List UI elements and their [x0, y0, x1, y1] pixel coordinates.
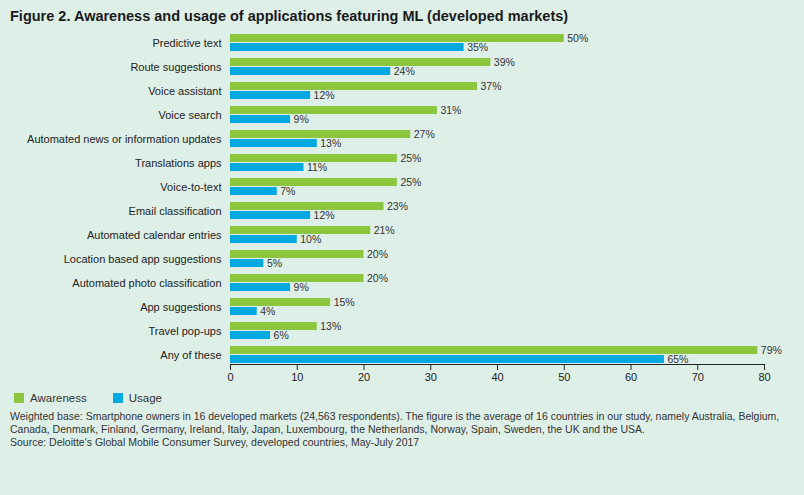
svg-text:39%: 39%	[494, 56, 515, 68]
svg-text:Email classification: Email classification	[129, 205, 222, 217]
svg-text:10: 10	[291, 371, 303, 383]
svg-text:4%: 4%	[260, 305, 275, 317]
svg-text:50%: 50%	[567, 32, 588, 44]
svg-text:20%: 20%	[367, 272, 388, 284]
svg-text:9%: 9%	[294, 113, 309, 125]
svg-text:27%: 27%	[414, 128, 435, 140]
svg-text:20: 20	[358, 371, 370, 383]
svg-text:7%: 7%	[280, 185, 295, 197]
svg-text:20%: 20%	[367, 248, 388, 260]
svg-text:Voice search: Voice search	[159, 109, 222, 121]
svg-text:Voice assistant: Voice assistant	[148, 85, 221, 97]
svg-text:12%: 12%	[314, 89, 335, 101]
svg-text:50: 50	[558, 371, 570, 383]
svg-text:Automated news or information: Automated news or information updates	[27, 133, 222, 145]
svg-text:25%: 25%	[400, 176, 421, 188]
svg-text:12%: 12%	[314, 209, 335, 221]
svg-text:15%: 15%	[334, 296, 355, 308]
svg-text:25%: 25%	[400, 152, 421, 164]
svg-text:Translations apps: Translations apps	[135, 157, 222, 169]
svg-text:Location based app suggestions: Location based app suggestions	[64, 253, 222, 265]
svg-text:40: 40	[491, 371, 503, 383]
svg-text:80: 80	[758, 371, 770, 383]
svg-text:70: 70	[692, 371, 704, 383]
svg-text:Predictive text: Predictive text	[152, 37, 221, 49]
svg-text:10%: 10%	[300, 233, 321, 245]
html-text:Usage: Usage	[128, 392, 162, 404]
svg-text:21%: 21%	[374, 224, 395, 236]
svg-text:Any of these: Any of these	[160, 349, 221, 361]
svg-text:5%: 5%	[267, 257, 282, 269]
html-text:Figure 2. Awareness and usage: Figure 2. Awareness and usage of applica…	[10, 8, 569, 24]
svg-text:9%: 9%	[294, 281, 309, 293]
svg-text:6%: 6%	[274, 329, 289, 341]
svg-text:11%: 11%	[307, 161, 327, 173]
svg-text:Automated calendar entries: Automated calendar entries	[87, 229, 222, 241]
svg-text:30: 30	[425, 371, 437, 383]
svg-text:65%: 65%	[667, 353, 688, 365]
svg-text:0: 0	[227, 371, 233, 383]
svg-text:App suggestions: App suggestions	[140, 301, 222, 313]
svg-text:Automated photo classification: Automated photo classification	[72, 277, 221, 289]
svg-text:Route suggestions: Route suggestions	[130, 61, 222, 73]
svg-text:79%: 79%	[761, 344, 782, 356]
svg-text:35%: 35%	[467, 41, 488, 53]
svg-text:24%: 24%	[394, 65, 415, 77]
html-text:Awareness: Awareness	[30, 392, 87, 404]
svg-text:23%: 23%	[387, 200, 408, 212]
svg-text:13%: 13%	[320, 137, 341, 149]
svg-text:37%: 37%	[480, 80, 501, 92]
svg-text:60: 60	[625, 371, 637, 383]
svg-text:Travel pop-ups: Travel pop-ups	[149, 325, 222, 337]
html-text:Weighted base: Smartphone owne: Weighted base: Smartphone owners in 16 d…	[10, 410, 780, 435]
svg-text:Voice-to-text: Voice-to-text	[160, 181, 221, 193]
svg-text:13%: 13%	[320, 320, 341, 332]
svg-text:31%: 31%	[440, 104, 461, 116]
html-text:Source: Deloitte's Global Mobi: Source: Deloitte's Global Mobile Consume…	[10, 436, 420, 448]
